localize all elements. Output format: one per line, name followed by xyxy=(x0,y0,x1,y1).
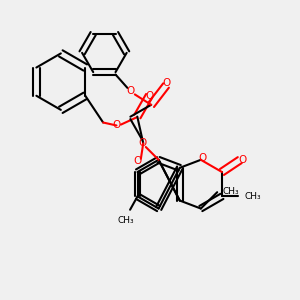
Text: O: O xyxy=(126,86,134,96)
Text: CH₃: CH₃ xyxy=(244,192,261,201)
Text: O: O xyxy=(138,139,146,148)
Text: O: O xyxy=(133,156,141,166)
Text: O: O xyxy=(162,78,170,88)
Text: O: O xyxy=(145,91,153,101)
Text: CH₃: CH₃ xyxy=(117,216,134,225)
Text: O: O xyxy=(238,155,247,165)
Text: O: O xyxy=(112,121,121,130)
Text: O: O xyxy=(198,153,206,163)
Text: CH₃: CH₃ xyxy=(223,187,239,196)
